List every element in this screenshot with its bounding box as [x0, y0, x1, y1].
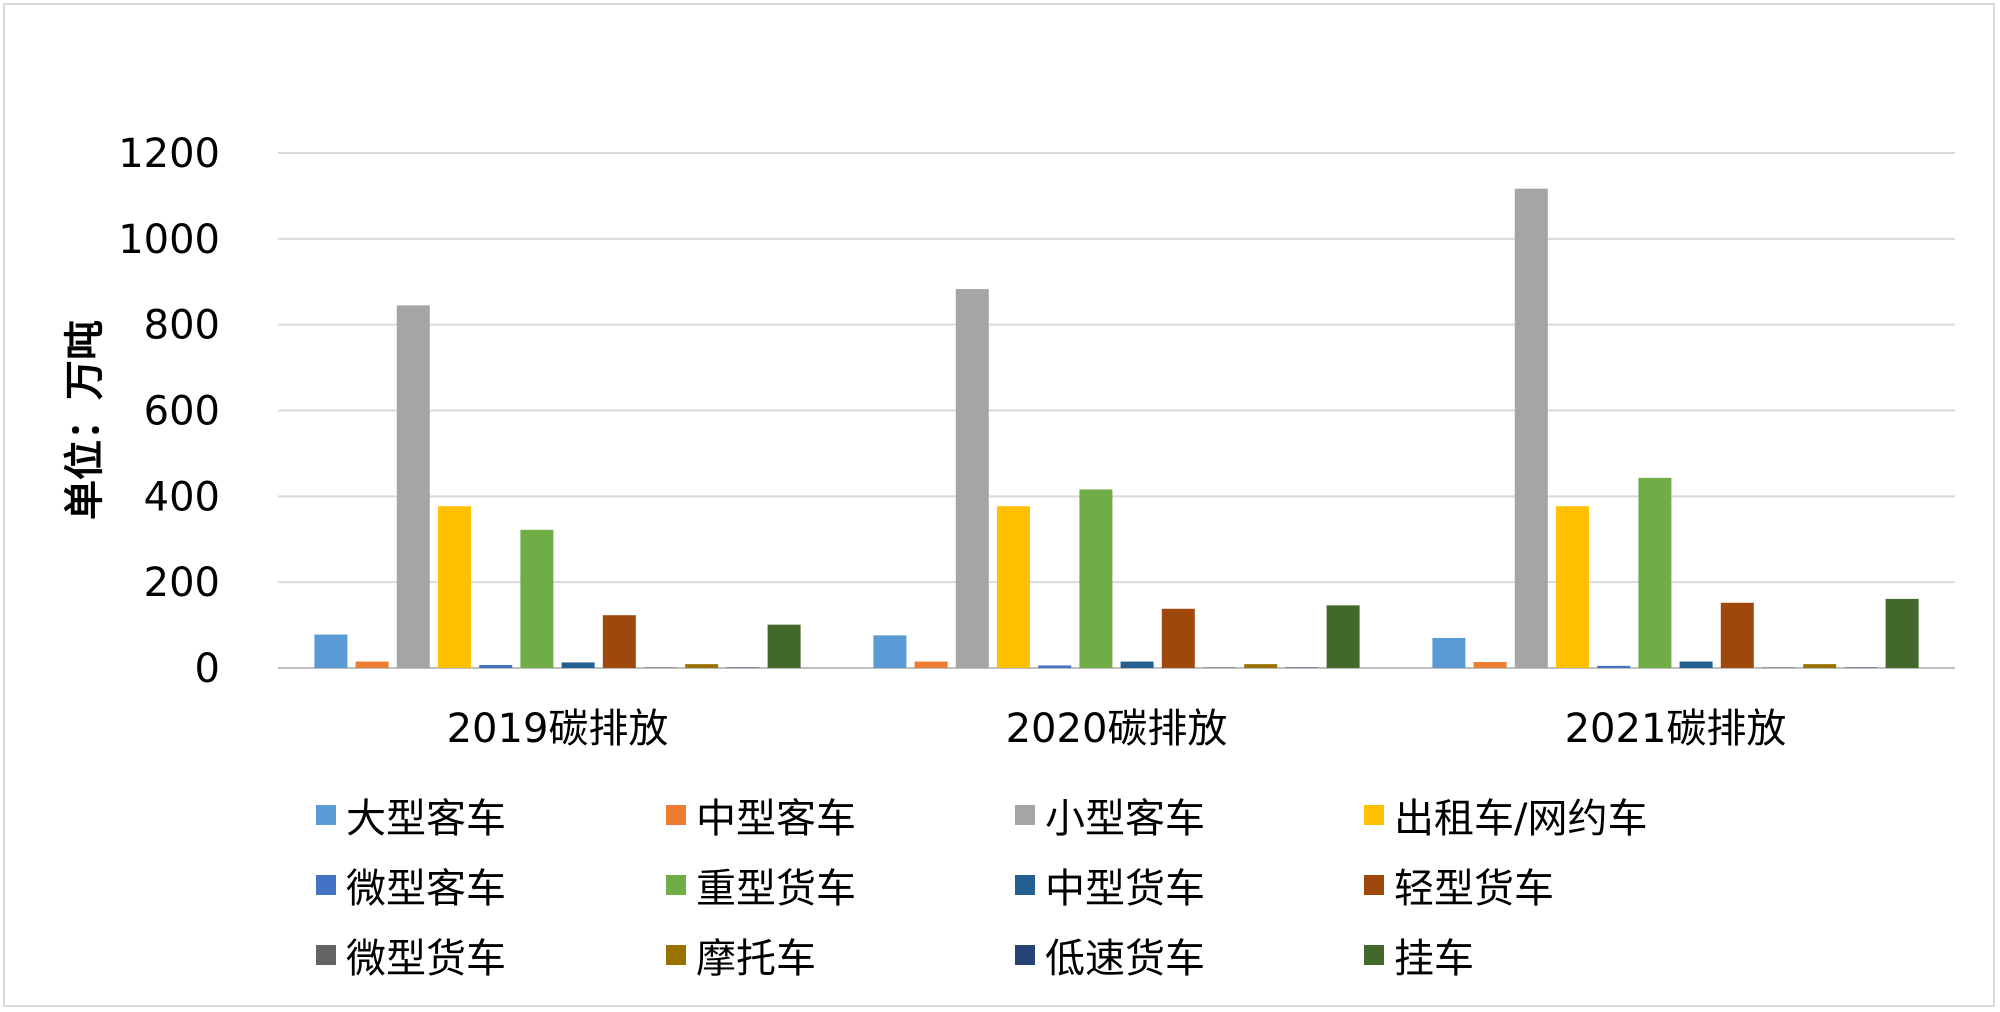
bar [997, 506, 1030, 668]
y-axis-label: 单位：万吨 [62, 320, 108, 520]
legend-swatch [666, 945, 686, 965]
bar [873, 635, 907, 668]
bar [767, 624, 801, 668]
legend-label: 重型货车 [696, 866, 856, 912]
bar [1803, 664, 1837, 668]
bar [914, 661, 948, 668]
bar [1885, 598, 1919, 668]
bar [955, 289, 989, 668]
legend-label: 轻型货车 [1394, 866, 1554, 912]
y-tick-label: 1000 [118, 217, 220, 263]
legend-swatch [666, 805, 686, 825]
y-tick-label: 400 [144, 474, 220, 520]
x-tick-label: 2021碳排放 [1565, 706, 1787, 752]
bar [1473, 661, 1507, 668]
legend-label: 挂车 [1394, 936, 1474, 982]
bar [355, 661, 389, 668]
bar [479, 664, 513, 668]
bar [396, 305, 430, 668]
bar [602, 615, 636, 668]
legend-swatch [1364, 945, 1384, 965]
bar [1326, 605, 1360, 668]
legend-swatch [1015, 875, 1035, 895]
legend-swatch [1364, 875, 1384, 895]
bar [1720, 602, 1754, 668]
bar [1038, 665, 1072, 668]
bar [1120, 661, 1154, 668]
y-tick-label: 0 [195, 646, 220, 692]
y-tick-label: 600 [144, 389, 220, 435]
gridlines [278, 152, 1955, 669]
legend-label: 中型货车 [1045, 866, 1205, 912]
legend-label: 出租车/网约车 [1394, 796, 1647, 842]
y-axis-ticks: 0 200 400 600 800 1000 1200 [118, 131, 220, 692]
legend-label: 小型客车 [1045, 796, 1205, 842]
y-tick-label: 200 [144, 560, 220, 606]
bars [314, 188, 1919, 668]
x-tick-label: 2019碳排放 [447, 706, 669, 752]
bar [314, 634, 348, 668]
bar [1244, 664, 1278, 668]
bar [438, 506, 471, 668]
x-axis-categories: 2019碳排放 2020碳排放 2021碳排放 [447, 706, 1787, 752]
bar [561, 662, 595, 668]
y-tick-label: 800 [144, 303, 220, 349]
y-tick-label: 1200 [118, 131, 220, 177]
legend-label: 微型货车 [346, 936, 506, 982]
legend-swatch [666, 875, 686, 895]
bar [520, 529, 554, 668]
bar [1514, 188, 1548, 668]
legend-swatch [316, 805, 336, 825]
bar [1432, 637, 1466, 668]
legend-label: 摩托车 [696, 936, 816, 982]
legend-swatch [316, 875, 336, 895]
legend-swatch [1015, 945, 1035, 965]
x-tick-label: 2020碳排放 [1006, 706, 1228, 752]
legend-label: 低速货车 [1045, 936, 1205, 982]
legend-swatch [1364, 805, 1384, 825]
legend-label: 中型客车 [696, 796, 856, 842]
bar [1597, 665, 1631, 668]
legend-swatch [1015, 805, 1035, 825]
bar [1161, 608, 1195, 668]
bar [685, 664, 719, 668]
bar [1638, 477, 1672, 668]
legend-swatch [316, 945, 336, 965]
bar [1679, 661, 1713, 668]
bar [1079, 489, 1113, 668]
legend-label: 大型客车 [346, 796, 506, 842]
legend-label: 微型客车 [346, 866, 506, 912]
bar [1556, 506, 1589, 668]
